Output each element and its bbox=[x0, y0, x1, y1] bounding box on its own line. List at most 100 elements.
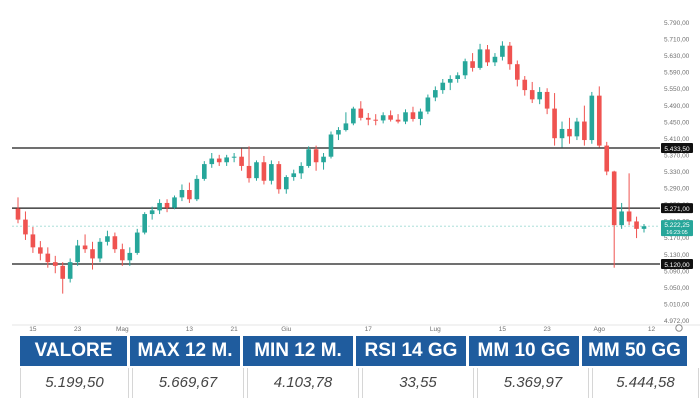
candle-body bbox=[567, 128, 572, 137]
candle-body bbox=[82, 245, 88, 250]
candle-body bbox=[149, 210, 155, 215]
candle-body bbox=[313, 149, 319, 163]
x-tick-label: 23 bbox=[544, 326, 552, 333]
stats-header-mm-50gg: MM 50 GG bbox=[582, 336, 687, 366]
candle-body bbox=[351, 108, 356, 124]
candle-body bbox=[328, 134, 334, 157]
candle-body bbox=[373, 119, 379, 121]
y-tick-label: 4.972,00 bbox=[664, 318, 690, 325]
candle-body bbox=[97, 241, 103, 259]
stats-header-valore: VALORE bbox=[20, 336, 127, 366]
candle-body bbox=[365, 117, 371, 120]
candle-body bbox=[634, 221, 639, 229]
candle-body bbox=[380, 115, 386, 121]
x-tick-label: 23 bbox=[74, 326, 82, 333]
candle-body bbox=[52, 262, 58, 266]
candle-body bbox=[201, 164, 207, 179]
stats-value-rsi-14gg: 33,55 bbox=[362, 368, 474, 398]
stats-value-max-12m: 5.669,67 bbox=[132, 368, 244, 398]
candle-body bbox=[276, 164, 282, 190]
candle-body bbox=[418, 111, 423, 119]
candle-body bbox=[403, 112, 408, 122]
x-tick-label: Giu bbox=[281, 326, 292, 333]
candle-body bbox=[179, 189, 185, 198]
candlestick-chart: 5.790,00 5.710,00 5.630,00 5.590,00 5.550,00… bbox=[12, 20, 700, 333]
candle-body bbox=[589, 95, 595, 141]
x-tick-label: 17 bbox=[365, 326, 373, 333]
candle-body bbox=[544, 91, 550, 109]
candle-body bbox=[358, 108, 364, 118]
candle-body bbox=[254, 162, 259, 179]
candle-body bbox=[529, 90, 535, 100]
candle-body bbox=[462, 61, 468, 76]
candle-body bbox=[269, 164, 274, 181]
candle-body bbox=[410, 112, 416, 119]
y-tick-label: 5.330,00 bbox=[664, 169, 690, 176]
x-tick-label: Mag bbox=[116, 326, 129, 333]
candle-body bbox=[246, 165, 252, 179]
candle-body bbox=[619, 211, 624, 226]
y-tick-label: 5.290,00 bbox=[664, 186, 690, 193]
y-tick-label: 5.450,00 bbox=[664, 119, 690, 126]
y-tick-label: 5.410,00 bbox=[664, 136, 690, 143]
stats-table: VALORE MAX 12 M. MIN 12 M. RSI 14 GG MM … bbox=[0, 336, 700, 400]
candle-body bbox=[15, 208, 21, 220]
x-tick-label: Lug bbox=[430, 326, 441, 333]
level-label-bg bbox=[661, 259, 693, 269]
candle-body bbox=[574, 121, 580, 137]
level-label-bg bbox=[661, 203, 693, 214]
stats-value-min-12m: 4.103,78 bbox=[247, 368, 359, 398]
candle-body bbox=[90, 249, 95, 259]
candle-body bbox=[626, 211, 632, 222]
y-tick-label: 5.790,00 bbox=[664, 20, 690, 27]
y-tick-label: 5.170,00 bbox=[664, 235, 690, 242]
level-label-bg bbox=[661, 143, 693, 153]
candle-body bbox=[336, 130, 341, 135]
y-tick-label: 5.090,00 bbox=[664, 268, 690, 275]
current-price-countdown: 16:23:05 bbox=[666, 230, 687, 236]
candle-body bbox=[127, 252, 133, 261]
candle-body bbox=[105, 236, 110, 242]
y-tick-label: 5.490,00 bbox=[664, 103, 690, 110]
candle-body bbox=[447, 78, 453, 83]
settings-icon[interactable] bbox=[675, 324, 683, 332]
candle-body bbox=[507, 45, 513, 65]
candle-body bbox=[224, 157, 229, 163]
candle-body bbox=[134, 232, 140, 253]
candle-body bbox=[425, 97, 431, 112]
candle-body bbox=[164, 202, 170, 208]
stats-header-min-12m: MIN 12 M. bbox=[243, 336, 353, 366]
candle-body bbox=[470, 61, 475, 68]
candle-body bbox=[157, 202, 162, 211]
chart-svg: 5.790,00 5.710,00 5.630,00 5.590,00 5.550,00… bbox=[12, 20, 700, 333]
level-label: 5.271,00 bbox=[664, 206, 690, 213]
y-tick-label: 5.130,00 bbox=[664, 252, 690, 259]
y-tick-label: 5.590,00 bbox=[664, 70, 690, 77]
level-label: 5.120,00 bbox=[664, 262, 690, 269]
y-tick-label: 5.370,00 bbox=[664, 152, 690, 159]
current-price-label: 5.222,25 bbox=[664, 222, 690, 229]
x-tick-label: 21 bbox=[231, 326, 239, 333]
candle-body bbox=[306, 149, 311, 166]
x-tick-label: 13 bbox=[186, 326, 194, 333]
candle-body bbox=[60, 265, 66, 279]
candle-body bbox=[30, 234, 36, 248]
candle-body bbox=[261, 162, 267, 181]
candle-body bbox=[75, 245, 80, 263]
candle-body bbox=[485, 49, 490, 63]
candle-body bbox=[343, 123, 349, 131]
candle-body bbox=[291, 173, 297, 178]
stats-header-row: VALORE MAX 12 M. MIN 12 M. RSI 14 GG MM … bbox=[0, 336, 700, 366]
candle-body bbox=[641, 226, 647, 229]
candle-body bbox=[514, 64, 520, 80]
y-tick-label: 5.630,00 bbox=[664, 53, 690, 60]
candle-body bbox=[433, 90, 438, 98]
candle-body bbox=[231, 156, 237, 158]
x-tick-label: 12 bbox=[648, 326, 656, 333]
candle-body bbox=[395, 119, 401, 122]
stats-header-rsi-14gg: RSI 14 GG bbox=[356, 336, 466, 366]
current-price-label-bg bbox=[661, 220, 693, 237]
candle-body bbox=[611, 171, 617, 226]
candle-body bbox=[112, 236, 118, 250]
candle-body bbox=[582, 121, 587, 141]
